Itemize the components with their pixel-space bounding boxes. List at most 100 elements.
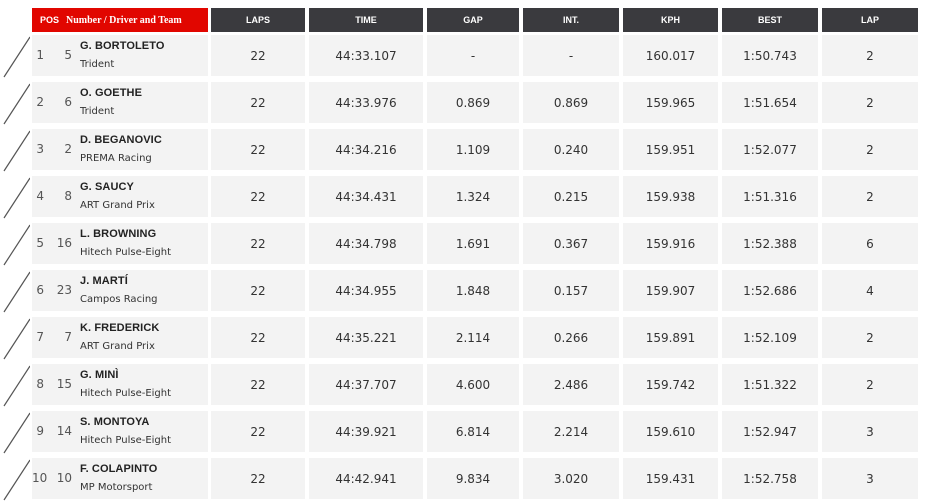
driver-name: S. MONTOYA: [80, 416, 150, 428]
kph-cell: 159.431: [623, 458, 718, 499]
laps-cell: 22: [211, 411, 305, 452]
team-name: Trident: [80, 59, 115, 70]
laps-cell: 22: [211, 364, 305, 405]
int-cell: 3.020: [523, 458, 619, 499]
driver-cell: 6 23 J. MARTÍ Campos Racing: [32, 270, 208, 311]
position-number: 5: [36, 236, 44, 250]
position-number: 8: [36, 377, 44, 391]
best-cell: 1:52.388: [722, 223, 818, 264]
row-slash-decoration: [3, 318, 30, 360]
best-cell: 1:52.109: [722, 317, 818, 358]
position-number: 6: [36, 283, 44, 297]
laps-cell: 22: [211, 270, 305, 311]
driver-name: G. SAUCY: [80, 181, 134, 193]
team-name: PREMA Racing: [80, 153, 152, 164]
driver-name: F. COLAPINTO: [80, 463, 158, 475]
result-row[interactable]: 1 5 G. BORTOLETO Trident 22 44:33.107- -160.01…: [0, 35, 925, 78]
int-cell: 0.367: [523, 223, 619, 264]
driver-name: J. MARTÍ: [80, 275, 128, 287]
car-number: 8: [64, 189, 72, 203]
driver-cell: 5 16 L. BROWNING Hitech Pulse-Eight: [32, 223, 208, 264]
kph-cell: 159.965: [623, 82, 718, 123]
best-cell: 1:52.686: [722, 270, 818, 311]
header-time: TIME: [309, 8, 423, 32]
laps-cell: 22: [211, 35, 305, 76]
gap-cell: 4.600: [427, 364, 519, 405]
position-number: 2: [36, 95, 44, 109]
gap-cell: 2.114: [427, 317, 519, 358]
row-slash-decoration: [3, 459, 30, 501]
int-cell: 0.869: [523, 82, 619, 123]
result-row[interactable]: 7 7 K. FREDERICK ART Grand Prix 22 44:35.221 2…: [0, 317, 925, 360]
position-number: 9: [36, 424, 44, 438]
int-cell: 0.215: [523, 176, 619, 217]
best-cell: 1:50.743: [722, 35, 818, 76]
lap-cell: 2: [822, 317, 918, 358]
row-slash-decoration: [3, 224, 30, 266]
kph-cell: 159.891: [623, 317, 718, 358]
position-number: 4: [36, 189, 44, 203]
result-row[interactable]: 5 16 L. BROWNING Hitech Pulse-Eight 22 44:34.…: [0, 223, 925, 266]
int-cell: 2.214: [523, 411, 619, 452]
driver-cell: 2 6 O. GOETHE Trident: [32, 82, 208, 123]
gap-cell: 1.848: [427, 270, 519, 311]
row-slash-decoration: [3, 271, 30, 313]
header-pos-driver-team: POS Number / Driver and Team: [32, 8, 208, 32]
driver-name: G. MINÌ: [80, 369, 119, 381]
lap-cell: 4: [822, 270, 918, 311]
result-row[interactable]: 6 23 J. MARTÍ Campos Racing 22 44:34.955 1.848…: [0, 270, 925, 313]
best-cell: 1:52.077: [722, 129, 818, 170]
result-row[interactable]: 4 8 G. SAUCY ART Grand Prix 22 44:34.431 1.324…: [0, 176, 925, 219]
result-row[interactable]: 2 6 O. GOETHE Trident 22 44:33.976 0.869 0.869 1…: [0, 82, 925, 125]
car-number: 6: [64, 95, 72, 109]
team-name: ART Grand Prix: [80, 341, 155, 352]
time-cell: 44:34.955: [309, 270, 423, 311]
position-number: 1: [36, 48, 44, 62]
driver-cell: 8 15 G. MINÌ Hitech Pulse-Eight: [32, 364, 208, 405]
int-cell: 0.266: [523, 317, 619, 358]
row-slash-decoration: [3, 177, 30, 219]
driver-cell: 1 5 G. BORTOLETO Trident: [32, 35, 208, 76]
driver-name: L. BROWNING: [80, 228, 157, 240]
laps-cell: 22: [211, 458, 305, 499]
laps-cell: 22: [211, 129, 305, 170]
result-row[interactable]: 10 10 F. COLAPINTO MP Motorsport 22 44:42.941…: [0, 458, 925, 501]
time-cell: 44:37.707: [309, 364, 423, 405]
time-cell: 44:39.921: [309, 411, 423, 452]
result-row[interactable]: 8 15 G. MINÌ Hitech Pulse-Eight 22 44:37.707 4…: [0, 364, 925, 407]
team-name: MP Motorsport: [80, 482, 153, 493]
driver-cell: 3 2 D. BEGANOVIC PREMA Racing: [32, 129, 208, 170]
result-row[interactable]: 3 2 D. BEGANOVIC PREMA Racing 22 44:34.216 1.1…: [0, 129, 925, 172]
row-slash-decoration: [3, 130, 30, 172]
header-pos: POS: [39, 15, 59, 25]
result-row[interactable]: 9 14 S. MONTOYA Hitech Pulse-Eight 22 44:39.9…: [0, 411, 925, 454]
gap-cell: -: [427, 35, 519, 76]
header-number-driver-team: Number / Driver and Team: [66, 14, 182, 26]
driver-name: D. BEGANOVIC: [80, 134, 162, 146]
time-cell: 44:34.798: [309, 223, 423, 264]
int-cell: 2.486: [523, 364, 619, 405]
driver-cell: 10 10 F. COLAPINTO MP Motorsport: [32, 458, 208, 499]
lap-cell: 2: [822, 82, 918, 123]
kph-cell: 159.938: [623, 176, 718, 217]
laps-cell: 22: [211, 176, 305, 217]
best-cell: 1:51.316: [722, 176, 818, 217]
position-number: 3: [36, 142, 44, 156]
time-cell: 44:35.221: [309, 317, 423, 358]
time-cell: 44:33.107: [309, 35, 423, 76]
driver-name: K. FREDERICK: [80, 322, 160, 334]
lap-cell: 3: [822, 458, 918, 499]
header-lap: LAP: [822, 8, 918, 32]
kph-cell: 160.017: [623, 35, 718, 76]
driver-cell: 9 14 S. MONTOYA Hitech Pulse-Eight: [32, 411, 208, 452]
car-number: 2: [64, 142, 72, 156]
gap-cell: 9.834: [427, 458, 519, 499]
gap-cell: 6.814: [427, 411, 519, 452]
int-cell: 0.240: [523, 129, 619, 170]
row-slash-decoration: [3, 36, 30, 78]
kph-cell: 159.951: [623, 129, 718, 170]
header-kph: KPH: [623, 8, 718, 32]
row-slash-decoration: [3, 412, 30, 454]
header-int: INT.: [523, 8, 619, 32]
lap-cell: 3: [822, 411, 918, 452]
